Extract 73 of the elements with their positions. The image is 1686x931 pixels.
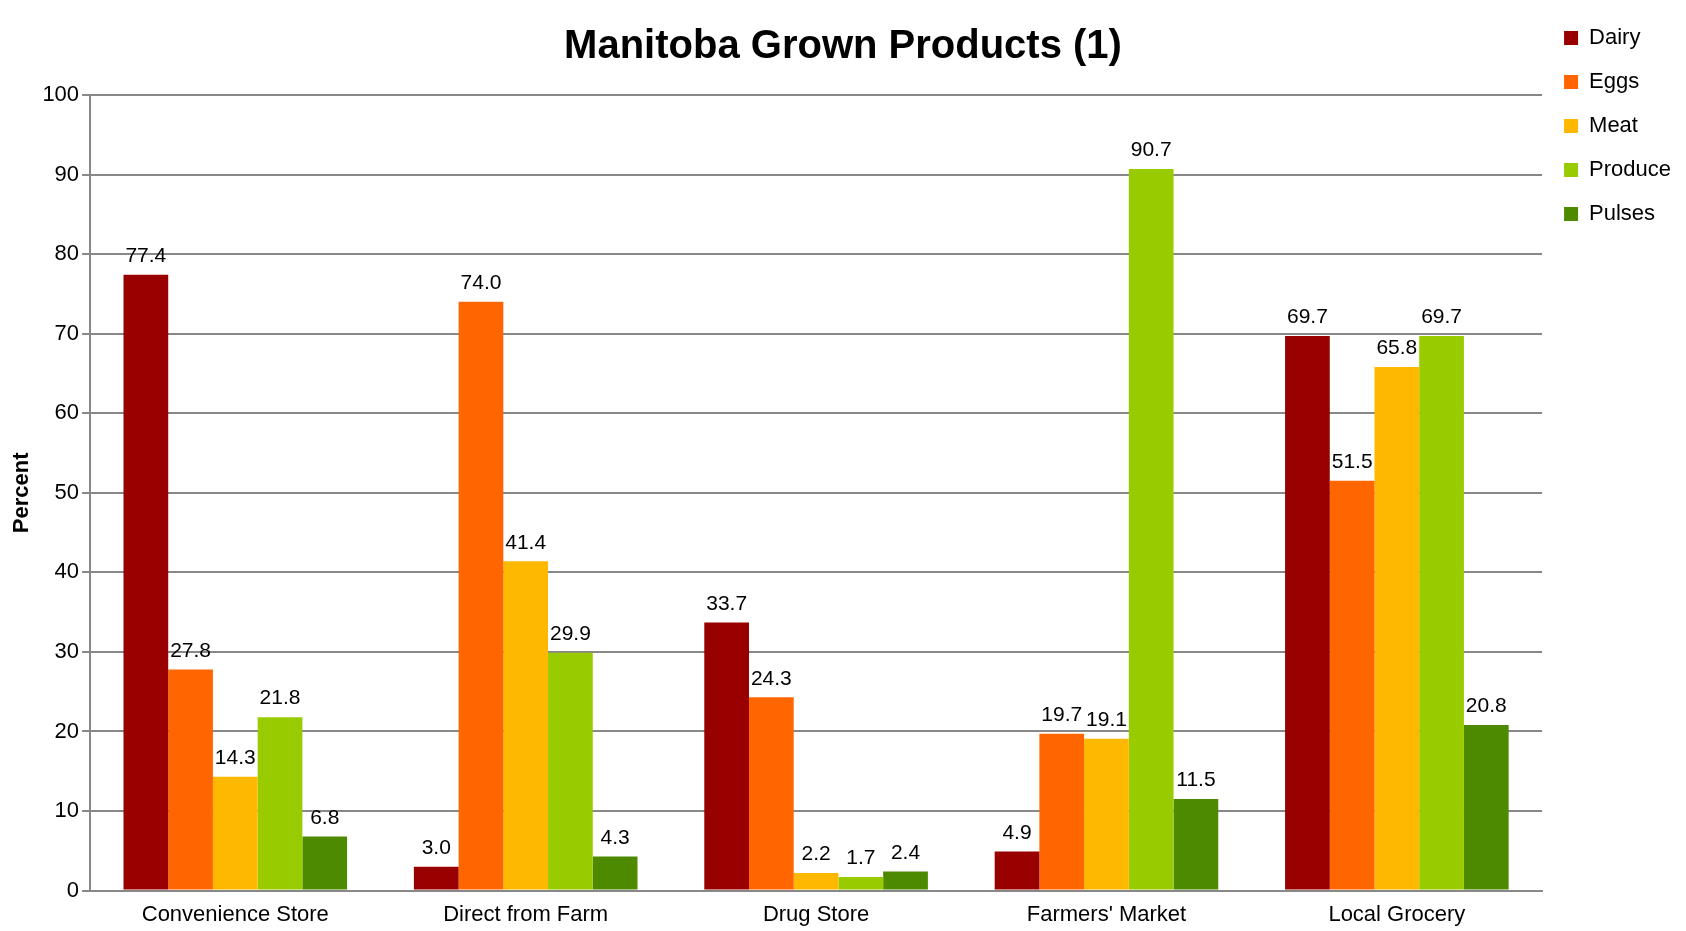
bar (749, 697, 794, 890)
y-axis-title: Percent (8, 451, 34, 534)
bar (503, 561, 549, 890)
y-tick-label: 90 (54, 160, 80, 186)
x-tick-label: Local Grocery (1328, 900, 1466, 926)
x-tick-label: Drug Store (762, 900, 870, 926)
y-tick-label: 60 (54, 399, 80, 425)
y-tick-label: 30 (54, 637, 80, 663)
data-label: 69.7 (1286, 304, 1328, 328)
y-tick-label: 80 (54, 240, 80, 266)
x-tick-label: Farmers' Market (1026, 900, 1187, 926)
data-label: 33.7 (706, 590, 748, 614)
data-label: 1.7 (846, 845, 876, 869)
bar (1374, 367, 1420, 890)
bar (1285, 336, 1330, 890)
data-label: 69.7 (1421, 304, 1463, 328)
legend-label: Produce (1589, 156, 1672, 182)
y-tick-label: 50 (54, 478, 80, 504)
legend-label: Meat (1589, 112, 1638, 138)
legend-label: Dairy (1589, 24, 1641, 50)
bar (592, 856, 638, 890)
bar (458, 301, 504, 890)
data-label: 21.8 (259, 685, 301, 709)
data-label: 74.0 (460, 270, 502, 294)
bar (548, 652, 593, 890)
data-label: 27.8 (170, 637, 212, 661)
bar (168, 669, 213, 890)
data-label: 2.4 (890, 839, 921, 863)
data-label: 3.0 (421, 835, 451, 859)
y-tick-label: 20 (54, 717, 80, 743)
bar (1039, 733, 1085, 890)
x-tick-label: Direct from Farm (443, 900, 609, 926)
data-label: 4.9 (1002, 819, 1032, 843)
data-label: 41.4 (505, 529, 547, 553)
y-tick-label: 10 (54, 797, 80, 823)
data-label: 51.5 (1331, 449, 1373, 473)
bar (793, 873, 839, 890)
y-tick-label: 70 (54, 319, 80, 345)
data-label: 14.3 (214, 745, 256, 769)
bar (302, 836, 348, 890)
bar (704, 622, 749, 890)
bar (883, 871, 928, 890)
data-label: 6.8 (310, 804, 340, 828)
legend-label: Pulses (1589, 200, 1656, 226)
bar (838, 877, 884, 890)
data-label: 29.9 (549, 621, 591, 645)
y-tick-label: 100 (42, 81, 80, 107)
data-label: 77.4 (125, 243, 167, 267)
data-label: 20.8 (1465, 693, 1507, 717)
bar (1173, 799, 1219, 890)
bar (123, 274, 169, 890)
chart-title: Manitoba Grown Products (1) (564, 22, 1122, 67)
data-label: 19.1 (1086, 706, 1127, 730)
data-label: 65.8 (1376, 335, 1418, 359)
data-label: 90.7 (1130, 137, 1172, 161)
x-tick-label: Convenience Store (141, 900, 329, 926)
bar (1329, 480, 1375, 890)
bar (257, 717, 303, 890)
bar (1463, 725, 1509, 890)
bar (1419, 336, 1464, 890)
bar (994, 851, 1040, 890)
bar (212, 776, 258, 890)
bar (1084, 738, 1129, 890)
y-tick-label: 40 (54, 558, 80, 584)
bar (413, 866, 459, 890)
data-label: 19.7 (1041, 702, 1083, 726)
data-label: 2.2 (801, 841, 831, 865)
data-label: 11.5 (1176, 767, 1216, 791)
bar (1128, 168, 1174, 890)
data-label: 4.3 (600, 824, 630, 848)
data-label: 24.3 (750, 665, 792, 689)
y-tick-label: 0 (66, 876, 80, 902)
legend-label: Eggs (1589, 68, 1640, 94)
